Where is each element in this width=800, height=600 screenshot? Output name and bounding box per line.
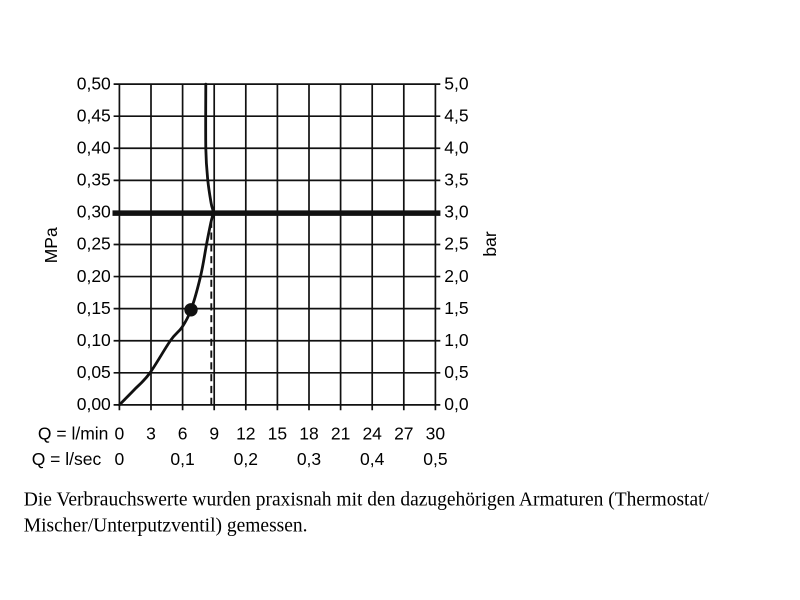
svg-text:0,1: 0,1	[170, 449, 194, 469]
svg-text:0,40: 0,40	[77, 137, 111, 157]
svg-text:bar: bar	[480, 231, 500, 256]
svg-text:0,2: 0,2	[234, 449, 258, 469]
svg-text:0,45: 0,45	[77, 105, 111, 125]
svg-text:0,00: 0,00	[77, 394, 111, 414]
svg-text:Mischer/Unterputzventil) gemes: Mischer/Unterputzventil) gemessen.	[24, 515, 308, 536]
svg-text:1,0: 1,0	[444, 330, 469, 350]
svg-text:9: 9	[209, 424, 219, 444]
svg-text:1,5: 1,5	[444, 298, 468, 318]
svg-text:24: 24	[362, 424, 382, 444]
svg-text:4,0: 4,0	[444, 137, 469, 157]
svg-text:15: 15	[268, 424, 287, 444]
svg-text:0,30: 0,30	[77, 202, 111, 222]
svg-text:0: 0	[115, 424, 125, 444]
svg-text:0,35: 0,35	[77, 170, 111, 190]
svg-text:3,5: 3,5	[444, 170, 468, 190]
svg-text:Die Verbrauchswerte wurden pra: Die Verbrauchswerte wurden praxisnah mit…	[24, 490, 710, 511]
svg-text:21: 21	[331, 424, 350, 444]
svg-text:27: 27	[394, 424, 413, 444]
svg-text:0,25: 0,25	[77, 234, 111, 254]
svg-text:0,5: 0,5	[444, 362, 468, 382]
svg-text:MPa: MPa	[41, 227, 61, 263]
svg-text:0,10: 0,10	[77, 330, 111, 350]
svg-text:2,5: 2,5	[444, 234, 468, 254]
svg-text:5,0: 5,0	[444, 73, 469, 93]
svg-text:0,3: 0,3	[297, 449, 321, 469]
svg-text:2,0: 2,0	[444, 266, 469, 286]
svg-text:0,50: 0,50	[77, 73, 111, 93]
svg-text:Q = l/sec: Q = l/sec	[32, 449, 102, 469]
svg-text:0,0: 0,0	[444, 394, 469, 414]
svg-text:0,05: 0,05	[77, 362, 111, 382]
svg-text:12: 12	[236, 424, 255, 444]
svg-text:6: 6	[178, 424, 188, 444]
svg-text:0,4: 0,4	[360, 449, 385, 469]
svg-text:0,20: 0,20	[77, 266, 111, 286]
svg-text:Q = l/min: Q = l/min	[38, 424, 109, 444]
svg-text:30: 30	[426, 424, 446, 444]
svg-text:0,5: 0,5	[423, 449, 447, 469]
svg-text:0,15: 0,15	[77, 298, 111, 318]
svg-text:3: 3	[146, 424, 156, 444]
svg-text:0: 0	[115, 449, 125, 469]
svg-text:4,5: 4,5	[444, 105, 468, 125]
svg-text:18: 18	[299, 424, 318, 444]
svg-text:3,0: 3,0	[444, 202, 469, 222]
